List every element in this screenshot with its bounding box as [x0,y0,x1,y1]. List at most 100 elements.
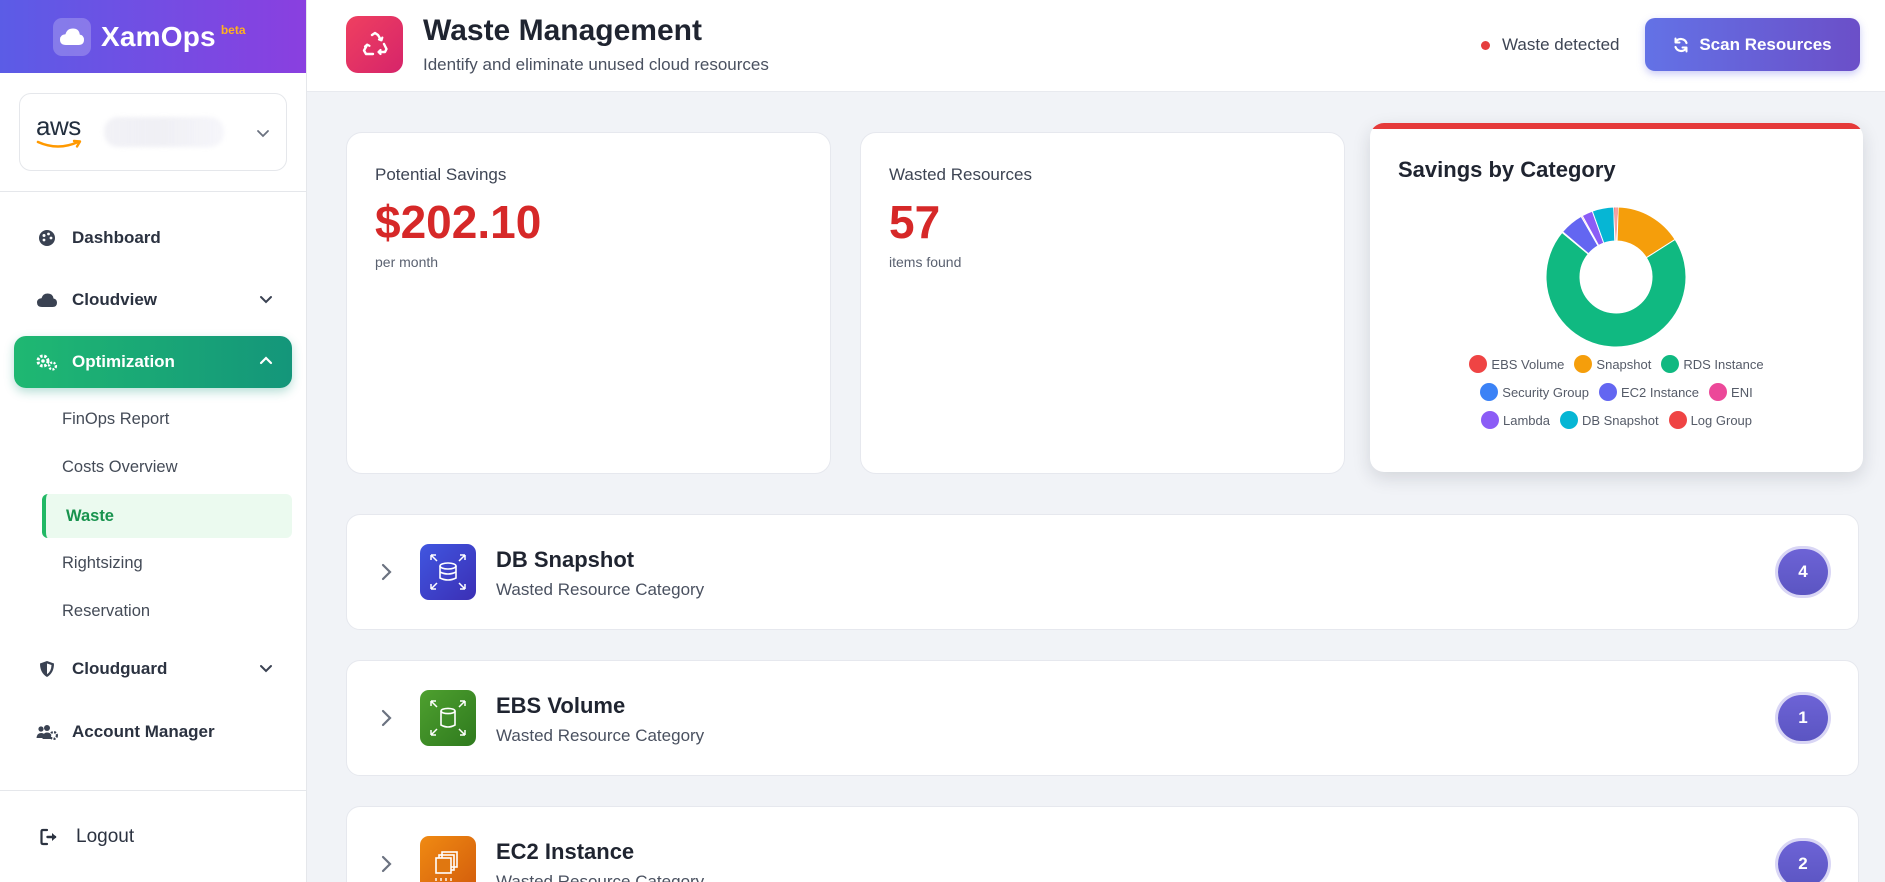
legend-item[interactable]: Lambda [1480,411,1550,429]
legend-item[interactable]: EC2 Instance [1598,383,1700,401]
cloud-icon [36,289,58,311]
nav-cloudview[interactable]: Cloudview [14,274,292,326]
sub-waste[interactable]: Waste [42,494,292,538]
donut-slice-log-group[interactable] [1613,206,1617,242]
legend-swatch [1480,383,1499,401]
donut-slice-rds-instance[interactable] [1545,231,1687,348]
legend-swatch [1559,411,1578,429]
palette-icon [36,227,58,249]
legend-item[interactable]: Security Group [1480,383,1589,401]
category-name: EBS Volume [496,693,626,718]
sub-reservation[interactable]: Reservation [62,602,151,620]
divider [0,191,306,192]
donut-chart [1545,206,1687,348]
stat-value: 57 [889,196,941,248]
category-name: DB Snapshot [496,547,635,572]
legend-item[interactable]: RDS Instance [1661,355,1764,373]
sidebar: XamOps beta aws Dashboard Cloudview Opti… [0,0,307,882]
recycle-icon [346,16,403,73]
category-sub: Wasted Resource Category [496,726,705,745]
chart-title: Savings by Category [1398,157,1616,182]
nav-label: Cloudview [72,290,158,309]
legend-label: Log Group [1690,412,1753,428]
count-badge: 2 [1778,841,1828,882]
legend-swatch [1480,411,1499,429]
users-gear-icon [36,721,58,743]
legend-item[interactable]: EBS Volume [1469,355,1564,373]
category-sub: Wasted Resource Category [496,580,705,599]
legend-item[interactable]: Log Group [1668,411,1753,429]
stat-sub: per month [375,254,439,270]
logout-button[interactable]: Logout [40,826,134,848]
legend-swatch [1469,355,1488,373]
ec2-instance-icon [420,836,476,882]
stat-sub: items found [889,254,962,270]
legend-swatch [1661,355,1680,373]
sub-costs-overview[interactable]: Costs Overview [62,458,178,476]
legend-item[interactable]: Snapshot [1574,355,1651,373]
legend-item[interactable]: ENI [1709,383,1753,401]
stat-label: Potential Savings [375,165,507,184]
account-selector[interactable]: aws [19,93,287,171]
legend-label: RDS Instance [1683,356,1764,372]
page-subtitle: Identify and eliminate unused cloud reso… [423,55,769,74]
cloud-logo-icon [53,17,91,56]
chevron-down-icon [260,296,272,304]
nav-label: Optimization [72,352,175,371]
scan-resources-button[interactable]: Scan Resources [1645,18,1860,71]
potential-savings-card: Potential Savings $202.10 per month [346,132,831,474]
legend-label: ENI [1731,384,1753,400]
chart-legend: EBS Volume Snapshot RDS Instance Security G… [1370,355,1863,429]
legend-item[interactable]: DB Snapshot [1559,411,1659,429]
refresh-icon [1673,37,1689,53]
nav-label: Dashboard [72,228,161,247]
category-row-db-snapshot[interactable]: DB Snapshot Wasted Resource Category 4 [346,514,1859,630]
chevron-down-icon [257,130,269,138]
db-snapshot-icon [420,544,476,600]
card-accent-bar [1370,123,1863,129]
scan-button-label: Scan Resources [1699,34,1832,54]
gears-icon [36,351,58,373]
status-text: Waste detected [1502,35,1620,54]
divider [0,790,306,791]
sub-rightsizing[interactable]: Rightsizing [62,554,143,572]
chevron-down-icon [260,665,272,673]
count-badge: 1 [1778,695,1828,741]
nav-label: Account Manager [72,722,215,741]
stat-value: $202.10 [375,196,542,248]
legend-swatch [1709,383,1728,401]
shield-icon [36,658,58,680]
count-badge: 4 [1778,549,1828,595]
aws-logo: aws [36,113,84,151]
chevron-right-icon[interactable] [380,563,394,581]
legend-swatch [1574,355,1593,373]
account-name-redacted [104,117,224,147]
legend-swatch [1598,383,1617,401]
nav-dashboard[interactable]: Dashboard [14,212,292,264]
legend-label: DB Snapshot [1581,412,1659,428]
category-name: EC2 Instance [496,839,635,864]
waste-status: Waste detected [1481,35,1620,55]
page-title: Waste Management [423,14,702,47]
wasted-resources-card: Wasted Resources 57 items found [860,132,1345,474]
status-dot-icon [1481,40,1490,50]
page-header: Waste Management Identify and eliminate … [307,0,1885,92]
ebs-volume-icon [420,690,476,746]
sign-out-icon [40,828,60,846]
chevron-right-icon[interactable] [380,855,394,873]
chevron-up-icon [259,356,273,365]
legend-label: Lambda [1502,412,1550,428]
nav-account-manager[interactable]: Account Manager [14,706,292,758]
app-name: XamOps [101,20,216,52]
stat-label: Wasted Resources [889,165,1032,184]
legend-swatch [1668,411,1687,429]
category-row-ebs-volume[interactable]: EBS Volume Wasted Resource Category 1 [346,660,1859,776]
legend-label: Snapshot [1596,356,1652,372]
category-row-ec2-instance[interactable]: EC2 Instance Wasted Resource Category 2 [346,806,1859,882]
sub-finops-report[interactable]: FinOps Report [62,410,170,428]
chevron-right-icon[interactable] [380,709,394,727]
logout-label: Logout [76,826,135,847]
nav-cloudguard[interactable]: Cloudguard [14,643,292,695]
legend-label: EC2 Instance [1620,384,1700,400]
nav-optimization[interactable]: Optimization [14,336,292,388]
